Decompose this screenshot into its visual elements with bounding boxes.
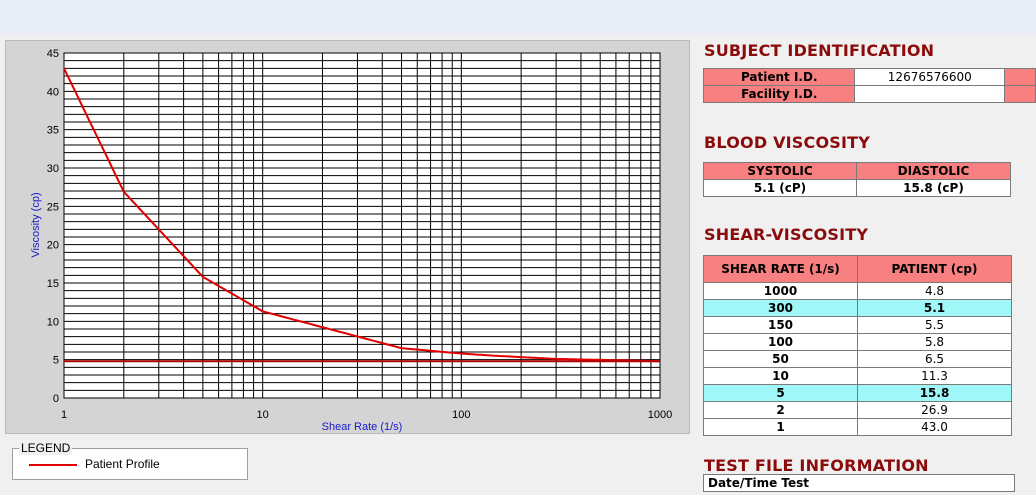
table-row: 2 26.9: [703, 401, 1012, 419]
patient-value-cell: 26.9: [857, 401, 1012, 419]
y-axis-label: Viscosity (cp): [30, 192, 42, 257]
chart-ticks: 0 5 10 15 20 25 30 35 40 45 1 10 100 1000: [47, 48, 672, 421]
diastolic-label: DIASTOLIC: [856, 162, 1011, 180]
table-row: 150 5.5: [703, 316, 1012, 334]
legend-label: Patient Profile: [85, 457, 160, 471]
table-row: 10 11.3: [703, 367, 1012, 385]
patient-value-cell: 43.0: [857, 418, 1012, 436]
y-tick-label: 20: [47, 240, 59, 252]
x-tick-label: 1: [61, 409, 67, 421]
shear-rate-cell: 300: [703, 299, 858, 317]
patient-cp-header: PATIENT (cp): [857, 255, 1012, 283]
systolic-label: SYSTOLIC: [703, 162, 857, 180]
table-row: 1000 4.8: [703, 282, 1012, 300]
legend-line-swatch: [29, 464, 77, 466]
facility-id-value[interactable]: [854, 85, 1006, 103]
patient-value-cell: 5.8: [857, 333, 1012, 351]
test-file-title: TEST FILE INFORMATION: [704, 456, 929, 475]
facility-id-label: Facility I.D.: [702, 85, 856, 103]
shear-viscosity-title: SHEAR-VISCOSITY: [704, 225, 869, 244]
y-tick-label: 40: [47, 86, 59, 98]
shear-rate-cell: 1000: [703, 282, 858, 300]
shear-rate-cell: 10: [703, 367, 858, 385]
legend-box: LEGEND Patient Profile: [12, 441, 248, 480]
patient-value-cell: 6.5: [857, 350, 1012, 368]
table-row: 100 5.8: [703, 333, 1012, 351]
test-file-table: Date/Time Test: [703, 474, 1015, 492]
shear-rate-cell: 50: [703, 350, 858, 368]
y-tick-label: 0: [53, 393, 59, 405]
subject-title: SUBJECT IDENTIFICATION: [704, 41, 935, 60]
x-tick-label: 10: [257, 409, 269, 421]
shear-rate-header: SHEAR RATE (1/s): [703, 255, 858, 283]
patient-value-cell: 11.3: [857, 367, 1012, 385]
top-bar: [0, 0, 1036, 34]
x-tick-label: 1000: [648, 409, 672, 421]
shear-rate-cell: 5: [703, 384, 858, 402]
shear-rate-cell: 150: [703, 316, 858, 334]
shear-rate-cell: 100: [703, 333, 858, 351]
shear-viscosity-table: SHEAR RATE (1/s) PATIENT (cp) 1000 4.8 3…: [703, 255, 1012, 436]
shear-rate-cell: 2: [703, 401, 858, 419]
table-row: 50 6.5: [703, 350, 1012, 368]
legend-title: LEGEND: [19, 441, 73, 455]
patient-profile-line: [63, 67, 661, 363]
blood-viscosity-table: SYSTOLIC DIASTOLIC 5.1 (cP) 15.8 (cP): [703, 162, 1011, 197]
patient-id-label: Patient I.D.: [702, 68, 856, 86]
patient-value-cell: 4.8: [857, 282, 1012, 300]
patient-value-cell: 15.8: [857, 384, 1012, 402]
blood-viscosity-title: BLOOD VISCOSITY: [704, 133, 871, 152]
y-tick-label: 45: [47, 48, 59, 60]
y-tick-label: 10: [47, 316, 59, 328]
patient-id-extra: [1004, 68, 1036, 86]
datetime-test-label: Date/Time Test: [703, 474, 1015, 492]
plot-area: [63, 52, 661, 399]
y-tick-label: 5: [53, 355, 59, 367]
patient-id-value[interactable]: 12676576600: [854, 68, 1006, 86]
systolic-value: 5.1 (cP): [703, 179, 857, 197]
chart-series: [63, 67, 661, 363]
patient-value-cell: 5.1: [857, 299, 1012, 317]
y-tick-label: 35: [47, 125, 59, 137]
y-tick-label: 25: [47, 201, 59, 213]
patient-value-cell: 5.5: [857, 316, 1012, 334]
y-tick-label: 30: [47, 163, 59, 175]
table-row-highlight: 300 5.1: [703, 299, 1012, 317]
diastolic-value: 15.8 (cP): [856, 179, 1011, 197]
shear-rate-cell: 1: [703, 418, 858, 436]
viscosity-chart: 0 5 10 15 20 25 30 35 40 45 1 10 100 1000 Shear Rate …: [30, 48, 672, 433]
table-row-highlight: 5 15.8: [703, 384, 1012, 402]
x-tick-label: 100: [452, 409, 470, 421]
subject-table: Patient I.D. 12676576600 Facility I.D.: [702, 68, 1036, 103]
y-tick-label: 15: [47, 278, 59, 290]
x-axis-label: Shear Rate (1/s): [322, 421, 403, 433]
table-row: 1 43.0: [703, 418, 1012, 436]
facility-id-extra: [1004, 85, 1036, 103]
viscosity-chart-panel: 0 5 10 15 20 25 30 35 40 45 1 10 100 1000 Shear Rate …: [5, 40, 690, 434]
chart-grid: [63, 52, 660, 399]
